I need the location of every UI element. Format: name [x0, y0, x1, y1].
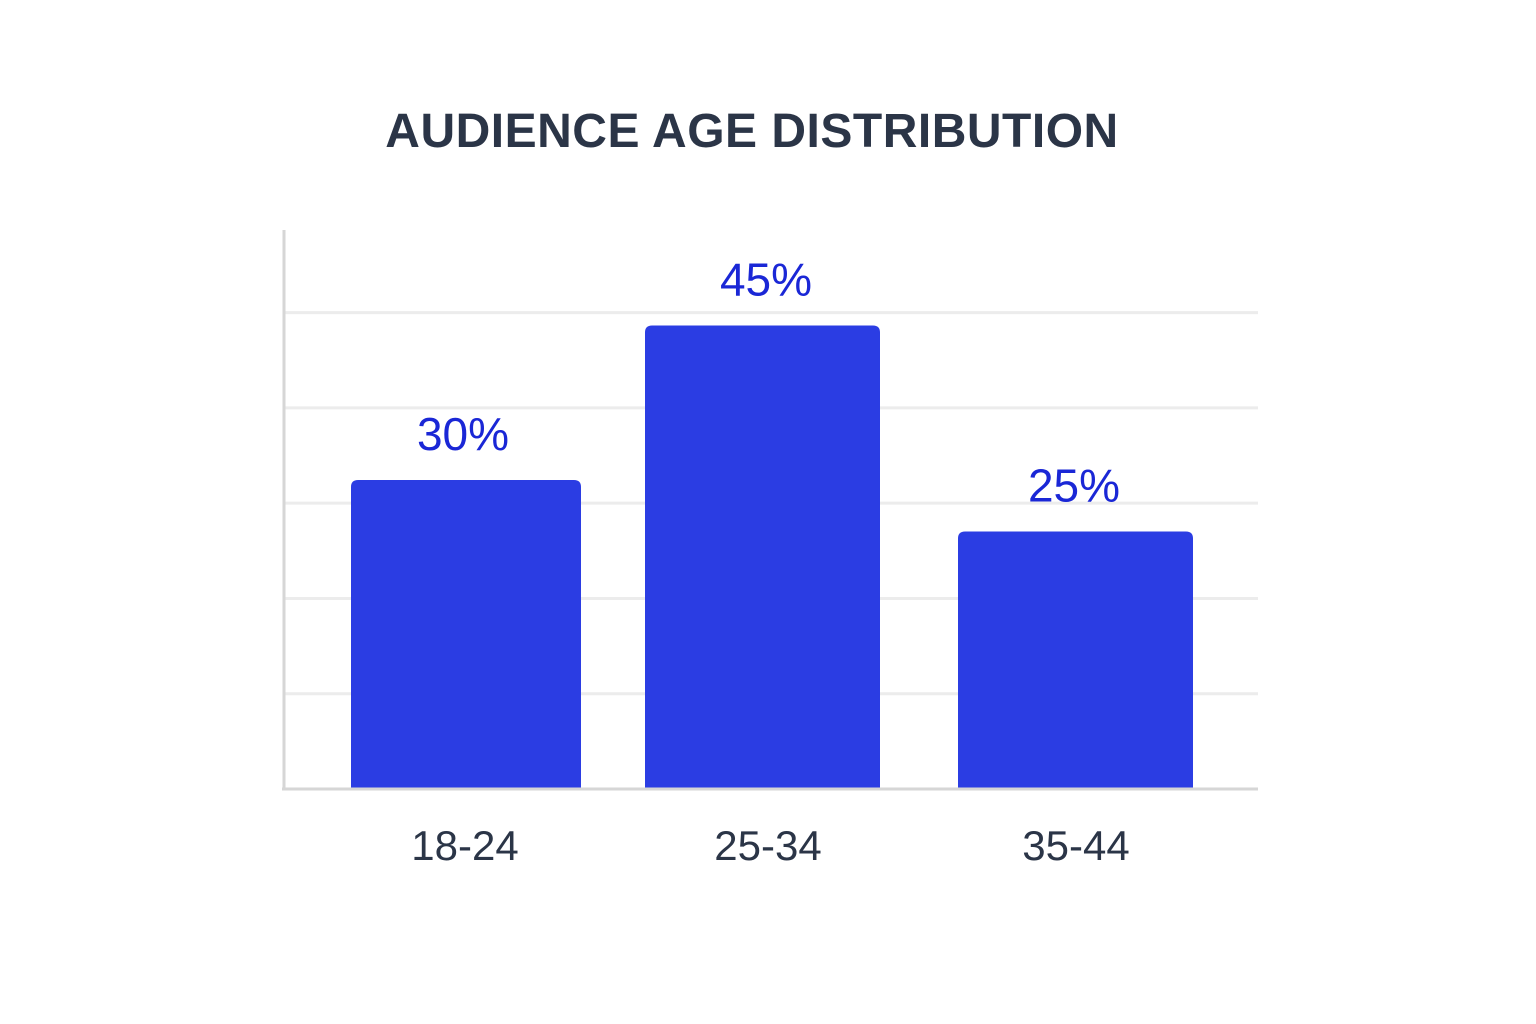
axes	[282, 230, 1258, 791]
category-label: 35-44	[1022, 822, 1129, 869]
bar-25-34	[645, 325, 880, 789]
value-label: 30%	[417, 408, 509, 460]
category-label: 25-34	[714, 822, 821, 869]
labels: 30% 18-24 45% 25-34 25% 35-44	[411, 254, 1129, 870]
value-label: 25%	[1028, 460, 1120, 512]
category-label: 18-24	[411, 822, 518, 869]
value-label: 45%	[720, 254, 812, 306]
chart-title: AUDIENCE AGE DISTRIBUTION	[385, 105, 1119, 158]
bar-18-24	[351, 480, 581, 789]
bars	[351, 325, 1193, 789]
bar-35-44	[958, 531, 1193, 789]
